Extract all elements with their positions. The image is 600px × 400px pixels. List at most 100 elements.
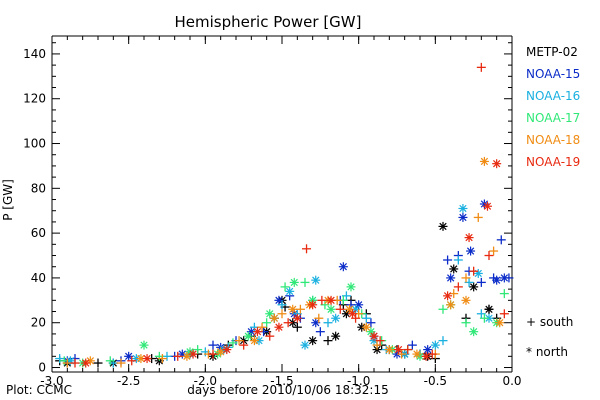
y-tick-label: 140 [23,47,46,61]
point-noaa-19-south [453,282,463,292]
point-noaa-15-south [496,235,506,245]
point-noaa-16-north [458,203,468,213]
point-noaa-18-north [479,156,489,166]
point-noaa-18-north [269,313,279,323]
point-noaa-17-south [228,338,238,348]
point-noaa-18-north [288,304,298,314]
point-metp-02-north [331,331,341,341]
point-noaa-19-south [484,251,494,261]
point-metp-02-north [438,221,448,231]
point-noaa-15-north [492,275,502,285]
plot-frame [51,35,513,373]
chart-title: Hemispheric Power [GW] [175,13,362,31]
y-tick-label: 60 [31,226,46,240]
marker-key-south: + south [526,315,573,329]
y-tick-labels: 0 20 40 60 80 100 120 140 [23,47,46,375]
point-noaa-15-south [407,340,417,350]
point-noaa-19-north [274,322,284,332]
point-noaa-16-north [285,286,295,296]
point-noaa-19-south [283,318,293,328]
point-noaa-19-north [142,354,152,364]
point-noaa-17-south [280,282,290,292]
point-noaa-18-south [257,322,267,332]
point-metp-02-south [292,322,302,332]
point-noaa-18-south [295,304,305,314]
point-noaa-17-south [479,313,489,323]
point-noaa-15-north [124,351,134,361]
point-noaa-15-north [466,246,476,256]
point-noaa-18-north [461,295,471,305]
point-noaa-18-south [277,309,287,319]
point-noaa-19-north [308,300,318,310]
point-noaa-16-north [311,275,321,285]
point-noaa-15-north [423,345,433,355]
point-noaa-18-south [116,358,126,368]
point-noaa-15-south [443,255,453,265]
point-noaa-19-south [476,62,486,72]
point-noaa-18-north [384,345,394,355]
point-noaa-18-north [446,300,456,310]
point-noaa-17-north [326,304,336,314]
x-tick-label: -2.0 [194,374,217,388]
point-noaa-18-north [495,318,505,328]
point-noaa-19-south [265,331,275,341]
point-noaa-19-north [482,201,492,211]
point-noaa-16-south [361,313,371,323]
marker-key-north: * north [526,345,568,359]
legend-entry-noaa-18: NOAA-18 [526,133,580,147]
point-noaa-17-north [346,282,356,292]
point-noaa-19-south [173,351,183,361]
point-noaa-16-north [331,313,341,323]
point-noaa-19-north [394,345,404,355]
point-noaa-19-north [443,291,453,301]
point-noaa-18-south [461,273,471,283]
point-noaa-15-south [476,277,486,287]
point-noaa-19-south [427,349,437,359]
point-metp-02-north [484,304,494,314]
point-noaa-19-south [70,358,80,368]
point-noaa-18-south [62,358,72,368]
x-tick-label: 0.0 [502,374,521,388]
point-noaa-16-south [277,300,287,310]
point-noaa-15-north [338,262,348,272]
point-noaa-18-north [361,322,371,332]
point-noaa-18-south [449,289,459,299]
x-tick-labels: -3.0 -2.5 -2.0 -1.5 -1.0 -0.5 0.0 [40,374,521,388]
point-metp-02-north [308,336,318,346]
y-tick-label: 80 [31,181,46,195]
legend-entry-noaa-16: NOAA-16 [526,89,580,103]
point-noaa-19-south [469,266,479,276]
point-noaa-19-north [188,349,198,359]
point-noaa-15-north [458,212,468,222]
data-points [55,62,514,368]
point-noaa-19-north [81,358,91,368]
marker-key: + south * north [526,315,573,359]
point-noaa-17-south [461,318,471,328]
point-metp-02-north [469,282,479,292]
y-tick-label: 120 [23,92,46,106]
point-noaa-16-south [162,351,172,361]
point-noaa-17-south [300,277,310,287]
point-noaa-19-north [252,327,262,337]
point-noaa-18-north [412,349,422,359]
x-tick-label: -1.5 [270,374,293,388]
point-noaa-15-south [315,327,325,337]
point-noaa-18-south [489,246,499,256]
point-noaa-19-north [492,159,502,169]
x-tick-label: -0.5 [424,374,447,388]
axis-ticks [51,36,513,372]
point-noaa-15-south [208,340,218,350]
point-noaa-19-north [292,313,302,323]
point-noaa-16-south [453,255,463,265]
point-noaa-19-south [403,345,413,355]
point-noaa-15-north [446,273,456,283]
legend-entry-noaa-17: NOAA-17 [526,111,580,125]
point-noaa-19-north [464,233,474,243]
point-noaa-17-south [438,304,448,314]
point-noaa-19-south [499,309,509,319]
point-noaa-17-north [289,277,299,287]
point-noaa-16-south [323,318,333,328]
point-noaa-19-south [335,304,345,314]
point-noaa-17-north [243,331,253,341]
